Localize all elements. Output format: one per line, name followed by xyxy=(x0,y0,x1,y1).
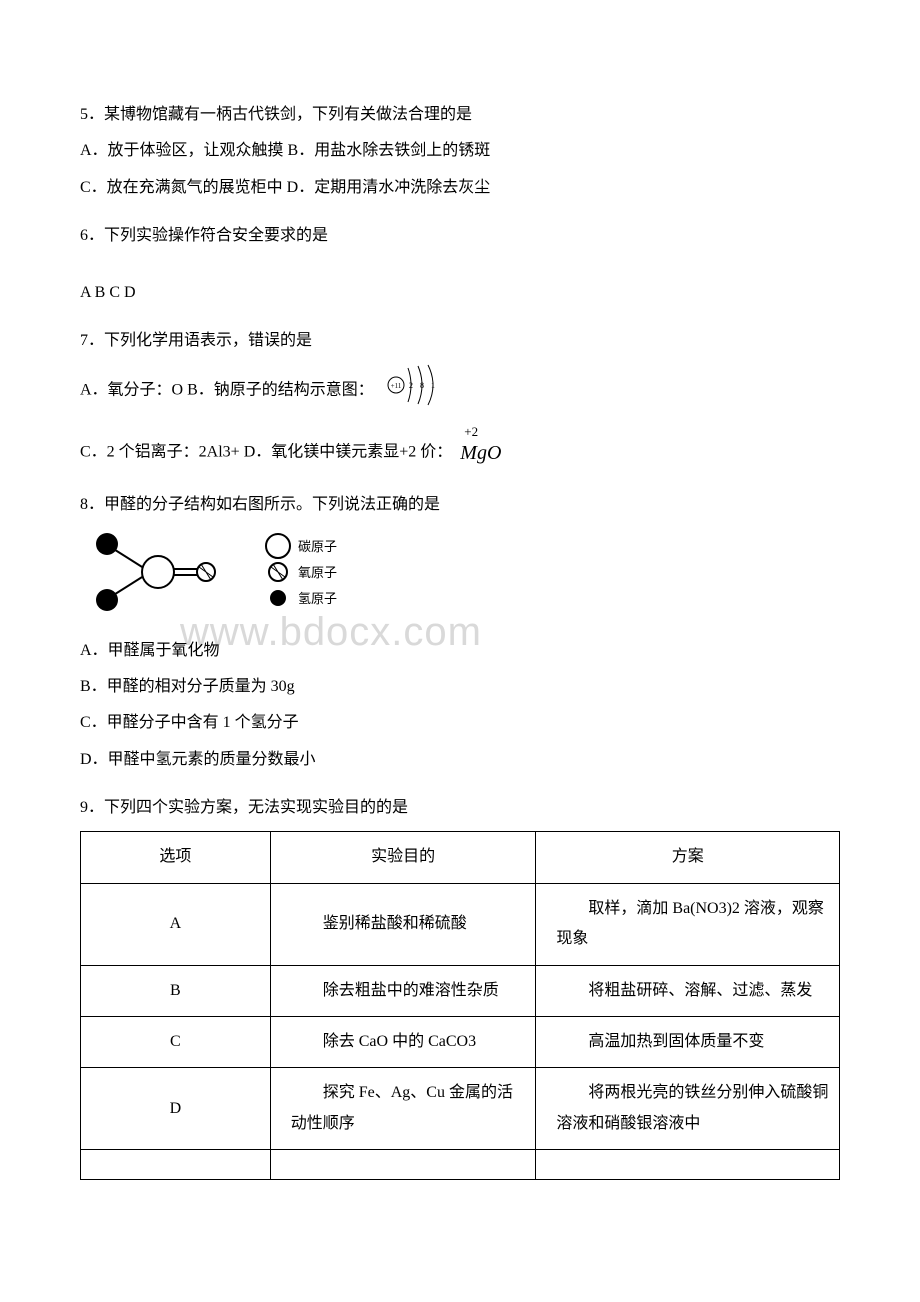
svg-text:1: 1 xyxy=(431,381,435,390)
question-7: 7．下列化学用语表示，错误的是 A．氧分子：O B．钠原子的结构示意图： +11… xyxy=(80,326,840,472)
q7-option-cd: C．2 个铝离子：2Al3+ D．氧化镁中镁元素显+2 价： +2 MgO xyxy=(80,434,840,472)
q8-optA: A．甲醛属于氧化物 xyxy=(80,636,840,666)
cell-C-plan: 高温加热到固体质量不变 xyxy=(536,1017,840,1068)
svg-text:2: 2 xyxy=(409,381,413,390)
sodium-atom-diagram: +11 2 8 1 xyxy=(384,362,444,419)
table-header-row: 选项 实验目的 方案 xyxy=(81,832,840,883)
cell-A-plan: 取样，滴加 Ba(NO3)2 溶液，观察现象 xyxy=(536,883,840,965)
legend-carbon-text: 碳原子 xyxy=(298,539,337,554)
legend-oxygen-text: 氧原子 xyxy=(298,565,337,580)
q8-optB: B．甲醛的相对分子质量为 30g xyxy=(80,672,840,702)
empty-cell xyxy=(81,1150,271,1180)
legend-hydrogen-text: 氢原子 xyxy=(298,591,337,606)
q9-table: 选项 实验目的 方案 A 鉴别稀盐酸和稀硫酸 取样，滴加 Ba(NO3)2 溶液… xyxy=(80,831,840,1180)
mgo-charge: +2 xyxy=(464,420,478,445)
cell-D-purpose: 探究 Fe、Ag、Cu 金属的活动性顺序 xyxy=(270,1068,536,1150)
q6-stem: 6．下列实验操作符合安全要求的是 xyxy=(80,221,840,251)
cell-A-opt: A xyxy=(81,883,271,965)
q7-optA-text: A．氧分子：O B．钠原子的结构示意图： xyxy=(80,382,374,399)
header-option: 选项 xyxy=(81,832,271,883)
cell-D-plan: 将两根光亮的铁丝分别伸入硫酸铜溶液和硝酸银溶液中 xyxy=(536,1068,840,1150)
question-8: 8．甲醛的分子结构如右图所示。下列说法正确的是 碳原子 xyxy=(80,490,840,775)
svg-text:+11: +11 xyxy=(390,382,401,390)
empty-cell xyxy=(536,1150,840,1180)
table-row: D 探究 Fe、Ag、Cu 金属的活动性顺序 将两根光亮的铁丝分别伸入硫酸铜溶液… xyxy=(81,1068,840,1150)
cell-B-opt: B xyxy=(81,965,271,1016)
q8-optC: C．甲醛分子中含有 1 个氢分子 xyxy=(80,708,840,738)
cell-C-purpose: 除去 CaO 中的 CaCO3 xyxy=(270,1017,536,1068)
q7-option-ab: A．氧分子：O B．钠原子的结构示意图： +11 2 8 1 xyxy=(80,362,840,419)
cell-D-opt: D xyxy=(81,1068,271,1150)
q7-optC-text: C．2 个铝离子：2Al3+ D．氧化镁中镁元素显+2 价： xyxy=(80,443,452,460)
q5-options-cd: C．放在充满氮气的展览柜中 D．定期用清水冲洗除去灰尘 xyxy=(80,173,840,203)
header-plan: 方案 xyxy=(536,832,840,883)
q8-optD: D．甲醛中氢元素的质量分数最小 xyxy=(80,745,840,775)
q6-options: A B C D xyxy=(80,278,840,308)
header-purpose: 实验目的 xyxy=(270,832,536,883)
q5-options-ab: A．放于体验区，让观众触摸 B．用盐水除去铁剑上的锈斑 xyxy=(80,136,840,166)
mgo-text: MgO xyxy=(460,442,501,464)
question-6: 6．下列实验操作符合安全要求的是 A B C D xyxy=(80,221,840,308)
cell-B-purpose: 除去粗盐中的难溶性杂质 xyxy=(270,965,536,1016)
table-row: C 除去 CaO 中的 CaCO3 高温加热到固体质量不变 xyxy=(81,1017,840,1068)
q9-stem: 9．下列四个实验方案，无法实现实验目的的是 xyxy=(80,793,840,823)
question-9: 9．下列四个实验方案，无法实现实验目的的是 选项 实验目的 方案 A 鉴别稀盐酸… xyxy=(80,793,840,1180)
empty-cell xyxy=(270,1150,536,1180)
question-5: 5．某博物馆藏有一柄古代铁剑，下列有关做法合理的是 A．放于体验区，让观众触摸 … xyxy=(80,100,840,203)
document-content: 5．某博物馆藏有一柄古代铁剑，下列有关做法合理的是 A．放于体验区，让观众触摸 … xyxy=(80,100,840,1180)
q8-stem: 8．甲醛的分子结构如右图所示。下列说法正确的是 xyxy=(80,490,840,520)
formaldehyde-diagram: 碳原子 氧原子 氢原子 xyxy=(80,530,840,625)
table-row: A 鉴别稀盐酸和稀硫酸 取样，滴加 Ba(NO3)2 溶液，观察现象 xyxy=(81,883,840,965)
svg-text:8: 8 xyxy=(420,381,424,390)
cell-A-purpose: 鉴别稀盐酸和稀硫酸 xyxy=(270,883,536,965)
table-row: B 除去粗盐中的难溶性杂质 将粗盐研碎、溶解、过滤、蒸发 xyxy=(81,965,840,1016)
q5-stem: 5．某博物馆藏有一柄古代铁剑，下列有关做法合理的是 xyxy=(80,100,840,130)
q7-stem: 7．下列化学用语表示，错误的是 xyxy=(80,326,840,356)
mgo-formula: +2 MgO xyxy=(460,434,501,472)
table-empty-row xyxy=(81,1150,840,1180)
cell-B-plan: 将粗盐研碎、溶解、过滤、蒸发 xyxy=(536,965,840,1016)
q6-image-placeholder xyxy=(80,258,840,272)
cell-C-opt: C xyxy=(81,1017,271,1068)
